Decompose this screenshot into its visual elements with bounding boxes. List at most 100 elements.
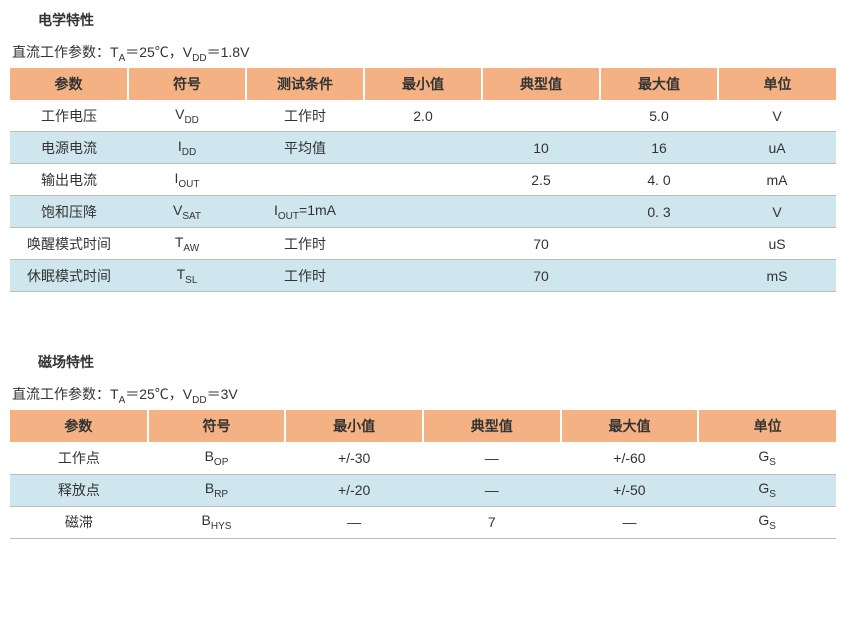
cell-unit: mS [718,260,836,292]
cell-condition: IOUT=1mA [246,196,364,228]
cell-param: 工作电压 [10,100,128,132]
cell-typ: 70 [482,228,600,260]
col-symbol: 符号 [148,410,286,442]
cell-max [600,260,718,292]
cell-typ: 2.5 [482,164,600,196]
section1-sub-sub2: DD [192,53,206,64]
table-row: 磁滞BHYS—7—GS [10,506,836,538]
cell-condition: 工作时 [246,228,364,260]
cell-param: 输出电流 [10,164,128,196]
section1-subtitle: 直流工作参数：TA＝25℃，VDD＝1.8V [12,42,856,64]
cell-symbol: BOP [148,442,286,474]
cell-max [600,228,718,260]
section1-sub-prefix: 直流工作参数：T [12,44,119,60]
cell-param: 工作点 [10,442,148,474]
cell-typ: — [423,474,561,506]
cell-symbol: IOUT [128,164,246,196]
table-row: 饱和压降VSATIOUT=1mA 0. 3V [10,196,836,228]
table-row: 释放点BRP+/-20—+/-50GS [10,474,836,506]
cell-condition [246,164,364,196]
cell-max: 0. 3 [600,196,718,228]
cell-typ: 70 [482,260,600,292]
cell-max: +/-50 [561,474,699,506]
cell-unit: V [718,196,836,228]
col-param: 参数 [10,410,148,442]
section2-sub-end: ＝3V [207,386,238,402]
cell-min: +/-30 [285,442,423,474]
cell-symbol: BRP [148,474,286,506]
cell-unit: V [718,100,836,132]
section1-sub-mid: ＝25℃，V [125,44,192,60]
cell-condition: 平均值 [246,132,364,164]
col-max: 最大值 [600,68,718,100]
section2-sub-mid: ＝25℃，V [125,386,192,402]
cell-typ: — [423,442,561,474]
col-param: 参数 [10,68,128,100]
section2-sub-sub2: DD [192,395,206,406]
cell-symbol: BHYS [148,506,286,538]
cell-min: 2.0 [364,100,482,132]
magnetic-characteristics-section: 磁场特性 直流工作参数：TA＝25℃，VDD＝3V 参数 符号 最小值 典型值 … [10,352,856,538]
cell-symbol: TSL [128,260,246,292]
col-min: 最小值 [285,410,423,442]
col-unit: 单位 [718,68,836,100]
col-typ: 典型值 [423,410,561,442]
cell-max: 5.0 [600,100,718,132]
cell-unit: mA [718,164,836,196]
cell-symbol: IDD [128,132,246,164]
cell-max: — [561,506,699,538]
cell-unit: GS [698,506,836,538]
cell-min [364,196,482,228]
cell-max: +/-60 [561,442,699,474]
cell-unit: GS [698,474,836,506]
magnetic-table: 参数 符号 最小值 典型值 最大值 单位 工作点BOP+/-30—+/-60GS… [10,410,836,539]
section2-title: 磁场特性 [38,352,856,372]
cell-min [364,132,482,164]
cell-param: 电源电流 [10,132,128,164]
table-row: 休眠模式时间TSL工作时 70 mS [10,260,836,292]
cell-param: 唤醒模式时间 [10,228,128,260]
cell-typ [482,196,600,228]
cell-typ: 10 [482,132,600,164]
cell-typ [482,100,600,132]
electrical-characteristics-section: 电学特性 直流工作参数：TA＝25℃，VDD＝1.8V 参数 符号 测试条件 最… [10,10,856,292]
table-row: 电源电流IDD平均值 1016uA [10,132,836,164]
cell-symbol: VDD [128,100,246,132]
cell-unit: uA [718,132,836,164]
section1-sub-end: ＝1.8V [207,44,250,60]
table-row: 工作点BOP+/-30—+/-60GS [10,442,836,474]
col-unit: 单位 [698,410,836,442]
cell-min: — [285,506,423,538]
cell-symbol: TAW [128,228,246,260]
cell-min [364,164,482,196]
cell-condition: 工作时 [246,260,364,292]
cell-min [364,260,482,292]
col-min: 最小值 [364,68,482,100]
table-row: 输出电流IOUT 2.54. 0mA [10,164,836,196]
cell-max: 4. 0 [600,164,718,196]
electrical-table: 参数 符号 测试条件 最小值 典型值 最大值 单位 工作电压VDD工作时2.05… [10,68,836,293]
cell-param: 磁滞 [10,506,148,538]
section1-title: 电学特性 [38,10,856,30]
cell-unit: uS [718,228,836,260]
cell-typ: 7 [423,506,561,538]
table-row: 唤醒模式时间TAW工作时 70 uS [10,228,836,260]
col-max: 最大值 [561,410,699,442]
cell-max: 16 [600,132,718,164]
cell-symbol: VSAT [128,196,246,228]
col-typ: 典型值 [482,68,600,100]
cell-condition: 工作时 [246,100,364,132]
table-header-row: 参数 符号 最小值 典型值 最大值 单位 [10,410,836,442]
cell-unit: GS [698,442,836,474]
section2-sub-prefix: 直流工作参数：T [12,386,119,402]
col-symbol: 符号 [128,68,246,100]
cell-param: 释放点 [10,474,148,506]
cell-min: +/-20 [285,474,423,506]
cell-param: 饱和压降 [10,196,128,228]
col-condition: 测试条件 [246,68,364,100]
cell-min [364,228,482,260]
table-header-row: 参数 符号 测试条件 最小值 典型值 最大值 单位 [10,68,836,100]
table-row: 工作电压VDD工作时2.0 5.0V [10,100,836,132]
section2-subtitle: 直流工作参数：TA＝25℃，VDD＝3V [12,384,856,406]
cell-param: 休眠模式时间 [10,260,128,292]
